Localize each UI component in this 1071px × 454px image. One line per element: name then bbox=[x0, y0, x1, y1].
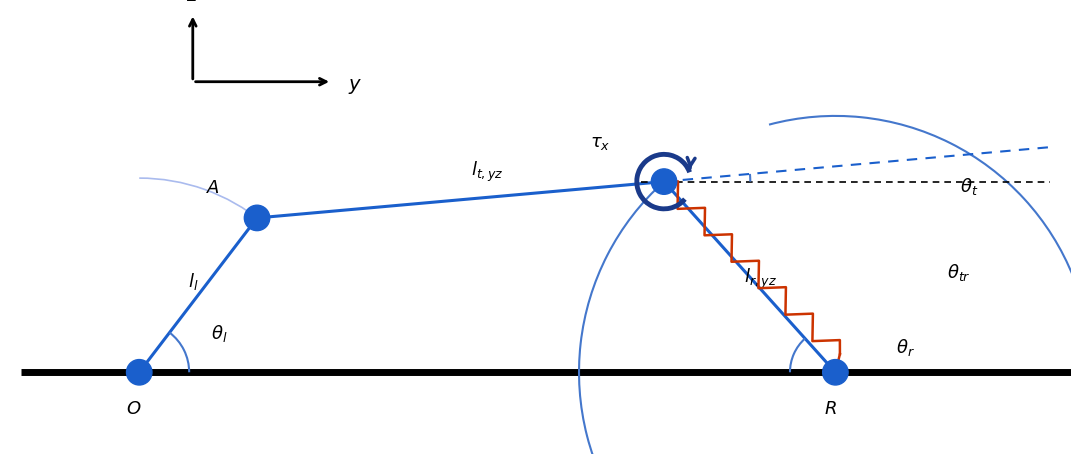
Text: $R$: $R$ bbox=[824, 400, 836, 418]
Text: $l_l$: $l_l$ bbox=[187, 271, 198, 292]
Text: $l_{t,yz}$: $l_{t,yz}$ bbox=[471, 160, 503, 184]
Text: $O$: $O$ bbox=[126, 400, 141, 418]
Text: $\theta_l$: $\theta_l$ bbox=[211, 323, 228, 344]
Text: $l_{r,yz}$: $l_{r,yz}$ bbox=[744, 267, 778, 291]
Text: $A$: $A$ bbox=[206, 179, 220, 197]
Text: $\theta_t$: $\theta_t$ bbox=[960, 176, 979, 197]
Circle shape bbox=[126, 360, 152, 385]
Circle shape bbox=[823, 360, 848, 385]
Text: $\theta_r$: $\theta_r$ bbox=[895, 337, 915, 358]
Text: $y$: $y$ bbox=[348, 77, 362, 96]
Text: $z$: $z$ bbox=[186, 0, 199, 5]
Circle shape bbox=[244, 205, 270, 231]
Text: $\tau_x$: $\tau_x$ bbox=[590, 134, 610, 152]
Circle shape bbox=[651, 169, 677, 194]
Text: $\theta_{tr}$: $\theta_{tr}$ bbox=[947, 262, 970, 283]
